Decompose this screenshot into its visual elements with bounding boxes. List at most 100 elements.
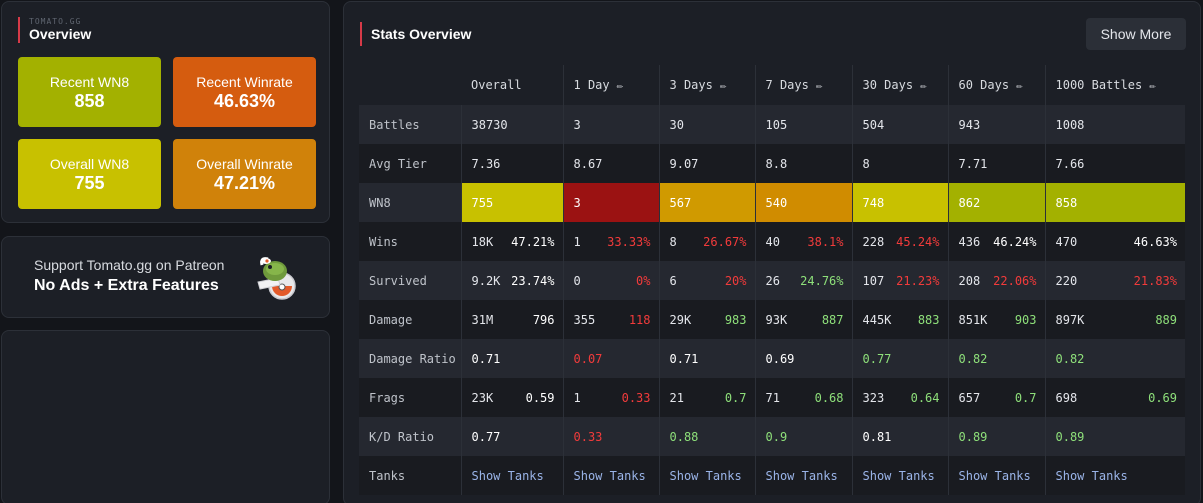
cell-value: 6 [669,273,677,288]
column-header-label: 7 Days [765,78,809,92]
cell-secondary-value: 24.76% [800,273,844,288]
cell-secondary-value: 46.63% [1133,234,1177,249]
table-cell: 0.77 [851,339,948,378]
overall-wn8-tile: Overall WN8 755 [18,139,161,209]
cell-value: 1 [573,390,581,405]
row-label: WN8 [359,183,461,222]
table-cell: 30 [658,105,755,144]
show-tanks-link[interactable]: Show Tanks [958,468,1031,483]
tile-value: 46.63% [213,91,276,111]
cell-value: 540 [765,195,788,210]
table-cell: 436 46.24% [947,222,1045,261]
pencil-icon[interactable]: ✏ [920,79,927,92]
cell-value: 9.07 [669,156,699,171]
column-header: 1000 Battles ✏ [1044,65,1185,105]
table-cell: 0.71 [658,339,755,378]
table-cell: 0.69 [754,339,852,378]
table-cell: Show Tanks [754,456,852,495]
show-tanks-link[interactable]: Show Tanks [1055,468,1128,483]
stats-overview-panel: Stats Overview Show More Overall 1 Day ✏ 3 … [343,1,1201,503]
table-cell: Show Tanks [1044,456,1185,495]
pencil-icon[interactable]: ✏ [719,79,727,92]
table-cell: Show Tanks [947,456,1045,495]
table-cell: 6 20% [658,261,755,300]
cell-value: 0.77 [471,429,501,444]
show-tanks-link[interactable]: Show Tanks [862,468,935,483]
row-label: Tanks [359,456,461,495]
cell-secondary-value: 796 [532,312,555,327]
wn8-cell: 858 [1044,183,1185,222]
column-header-label: Overall [471,78,522,92]
cell-value: 0.33 [573,429,603,444]
pencil-icon[interactable]: ✏ [616,79,624,92]
cell-value: 21 [669,390,684,405]
table-cell: 7.71 [947,144,1045,183]
cell-value: 8 [862,156,870,171]
table-cell: 8 26.67% [658,222,755,261]
cell-value: 7.36 [471,156,501,171]
show-tanks-link[interactable]: Show Tanks [573,468,646,483]
cell-secondary-value: 0.7 [1014,390,1037,405]
table-cell: 0 0% [562,261,659,300]
table-cell: 0.88 [658,417,755,456]
cell-secondary-value: 889 [1155,312,1177,327]
cell-value: 436 [958,234,981,249]
table-row: Wins 18K 47.21% 1 33.33% 8 26.67% 40 38.1% 228 45.… [359,222,1185,261]
table-cell: 1 0.33 [562,378,659,417]
pencil-icon[interactable]: ✏ [815,79,823,92]
table-cell: 851K 903 [947,300,1045,339]
table-cell: 228 45.24% [851,222,948,261]
pencil-icon[interactable]: ✏ [1016,79,1023,92]
table-cell: 0.71 [460,339,563,378]
table-cell: 7.36 [460,144,563,183]
cell-secondary-value: 0.69 [1148,390,1177,405]
tile-label: Recent WN8 [49,74,130,90]
column-header-label: 1 Day [573,78,610,92]
patreon-banner[interactable]: Support Tomato.gg on Patreon No Ads + Ex… [1,236,330,318]
row-label: Avg Tier [359,144,461,183]
column-header: 30 Days ✏ [851,65,948,105]
overview-title: Overview [29,26,92,42]
table-row: Frags 23K 0.59 1 0.33 21 0.7 71 0.68 323 0.64 657 0.… [359,378,1185,417]
cell-value: 3 [573,195,581,210]
cell-value: 29K [669,312,692,327]
table-cell: 105 [754,105,852,144]
cell-value: 7.71 [958,156,988,171]
table-cell: 0.82 [1044,339,1185,378]
table-cell: 0.9 [754,417,852,456]
cell-secondary-value: 23.74% [511,273,555,288]
brand-label: TOMATO.GG [29,17,82,26]
show-more-button[interactable]: Show More [1086,18,1186,50]
cell-value: 40 [765,234,780,249]
row-label: Damage [359,300,461,339]
column-header: 1 Day ✏ [562,65,659,105]
table-row: Tanks Show Tanks Show Tanks Show Tanks Show … [359,456,1185,495]
table-cell: 26 24.76% [754,261,852,300]
table-cell: 504 [851,105,948,144]
wn8-cell: 755 [460,183,563,222]
show-tanks-link[interactable]: Show Tanks [471,468,544,483]
cell-value: 3 [573,117,581,132]
cell-secondary-value: 21.23% [896,273,940,288]
patreon-headline: No Ads + Extra Features [34,277,219,294]
cell-value: 30 [669,117,684,132]
cell-value: 0.89 [958,429,988,444]
show-tanks-link[interactable]: Show Tanks [669,468,742,483]
table-cell: 470 46.63% [1044,222,1185,261]
cell-secondary-value: 22.06% [993,273,1037,288]
table-cell: 9.07 [658,144,755,183]
cell-secondary-value: 0.64 [910,390,940,405]
cell-value: 31M [471,312,494,327]
pencil-icon[interactable]: ✏ [1149,79,1156,92]
row-label: Battles [359,105,461,144]
table-row: K/D Ratio 0.77 0.33 0.88 0.9 0.81 0.89 0.89 [359,417,1185,456]
tile-value: 858 [74,91,105,111]
table-cell: 1008 [1044,105,1185,144]
cell-value: 0.81 [862,429,892,444]
cell-value: 0.82 [1055,351,1085,366]
table-row: Damage Ratio 0.71 0.07 0.71 0.69 0.77 0.82 0.82 [359,339,1185,378]
cell-value: 0.71 [471,351,501,366]
cell-value: 858 [1055,195,1078,210]
show-tanks-link[interactable]: Show Tanks [765,468,838,483]
table-row: WN8 755 3 567 540 748 862 858 [359,183,1185,222]
